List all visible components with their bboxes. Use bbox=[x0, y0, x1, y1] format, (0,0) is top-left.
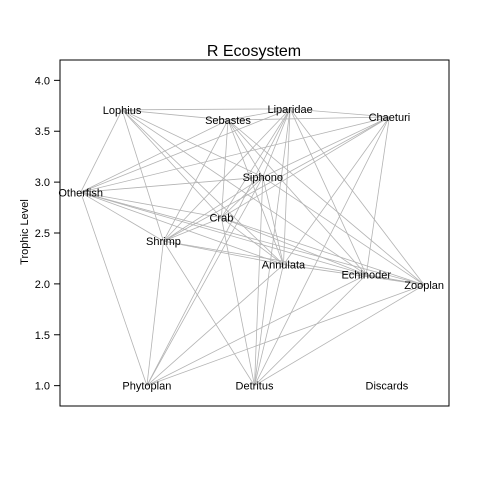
food-web-edge bbox=[283, 116, 390, 265]
food-web-edge bbox=[262, 176, 284, 265]
food-web-edge bbox=[146, 264, 284, 386]
food-web-edge bbox=[254, 177, 264, 386]
food-web-edge bbox=[146, 274, 367, 387]
food-web-edge bbox=[228, 116, 390, 121]
food-web-edge bbox=[163, 108, 291, 242]
food-web-edge bbox=[163, 240, 284, 265]
food-web-edge bbox=[146, 176, 264, 386]
food-web-edge bbox=[80, 109, 123, 193]
y-tick-label: 4.0 bbox=[35, 75, 50, 87]
food-web-edge bbox=[80, 116, 390, 193]
food-web-edge bbox=[262, 108, 291, 178]
food-web-edge bbox=[121, 109, 222, 219]
node-label: Otherfish bbox=[58, 187, 103, 199]
node-label: Crab bbox=[209, 213, 233, 225]
food-web-edge bbox=[146, 284, 425, 387]
food-web-edge bbox=[163, 217, 222, 242]
food-web-edge bbox=[146, 241, 164, 386]
food-web-edge bbox=[220, 120, 229, 218]
food-web-edge bbox=[146, 108, 291, 386]
y-tick-label: 1.5 bbox=[35, 330, 50, 342]
food-web-edge bbox=[80, 176, 263, 193]
food-web-edge bbox=[221, 176, 264, 219]
food-web-edge bbox=[366, 274, 425, 286]
food-web-edge bbox=[221, 217, 255, 386]
food-web-edge bbox=[283, 264, 425, 286]
food-web-edge bbox=[290, 108, 390, 118]
node-label: Phytoplan bbox=[122, 381, 171, 393]
y-axis: 1.0 1.5 2.0 2.5 3.0 3.5 4.0 bbox=[35, 75, 61, 393]
node-label: Liparidae bbox=[267, 104, 312, 116]
node-label: Annulata bbox=[262, 260, 306, 272]
food-web-edge bbox=[289, 108, 425, 286]
food-web-edge bbox=[227, 119, 425, 286]
food-web-edge bbox=[163, 116, 390, 242]
node-label: Echinoder bbox=[341, 270, 391, 282]
node-label: Shrimp bbox=[146, 236, 181, 248]
food-web-edge bbox=[163, 119, 229, 242]
node-label: Sebastes bbox=[205, 115, 251, 127]
node-label: Lophius bbox=[103, 105, 142, 117]
food-web-edge bbox=[227, 108, 291, 121]
y-axis-label: Trophic Level bbox=[19, 199, 31, 265]
food-web-nodes: Lophius Sebastes Liparidae Chaeturi Siphono O… bbox=[58, 104, 444, 393]
food-web-edge bbox=[262, 116, 390, 178]
node-label: Siphono bbox=[243, 172, 283, 184]
food-web-edge bbox=[121, 109, 284, 265]
node-label: Chaeturi bbox=[369, 112, 411, 124]
food-web-edge bbox=[80, 191, 222, 219]
food-web-edge bbox=[289, 108, 367, 275]
food-web-edge bbox=[80, 192, 148, 386]
food-web-edge bbox=[254, 274, 367, 386]
food-web-edge bbox=[122, 109, 229, 121]
node-label: Discards bbox=[366, 381, 409, 393]
chart-title: R Ecosystem bbox=[207, 43, 301, 60]
food-web-edge bbox=[227, 119, 367, 275]
food-web-edge bbox=[221, 217, 425, 286]
food-web-edge bbox=[80, 119, 229, 193]
food-web-edge bbox=[221, 217, 284, 265]
food-web-edge bbox=[254, 284, 425, 386]
food-web-edge bbox=[254, 264, 284, 386]
food-web-edges bbox=[80, 108, 425, 387]
y-tick-label: 2.0 bbox=[35, 279, 50, 291]
food-web-edge bbox=[80, 191, 164, 242]
node-label: Zooplan bbox=[404, 280, 444, 292]
food-web-edge bbox=[80, 108, 291, 193]
food-web-edge bbox=[80, 191, 284, 265]
y-tick-label: 3.0 bbox=[35, 177, 50, 189]
food-web-edge bbox=[121, 109, 367, 276]
food-web-edge bbox=[262, 176, 425, 286]
food-web-edge bbox=[122, 108, 291, 111]
food-web-edge bbox=[227, 119, 284, 265]
food-web-edge bbox=[227, 119, 264, 178]
y-tick-label: 1.0 bbox=[35, 381, 50, 393]
food-web-edge bbox=[163, 240, 255, 386]
food-web-edge bbox=[80, 191, 425, 286]
food-web-edge bbox=[221, 108, 291, 218]
y-tick-label: 2.5 bbox=[35, 228, 50, 240]
food-web-edge bbox=[80, 191, 367, 276]
food-web-edge bbox=[221, 217, 367, 276]
y-tick-label: 3.5 bbox=[35, 126, 50, 138]
food-web-edge bbox=[121, 109, 263, 178]
node-label: Detritus bbox=[236, 381, 274, 393]
food-web-edge bbox=[163, 176, 263, 242]
